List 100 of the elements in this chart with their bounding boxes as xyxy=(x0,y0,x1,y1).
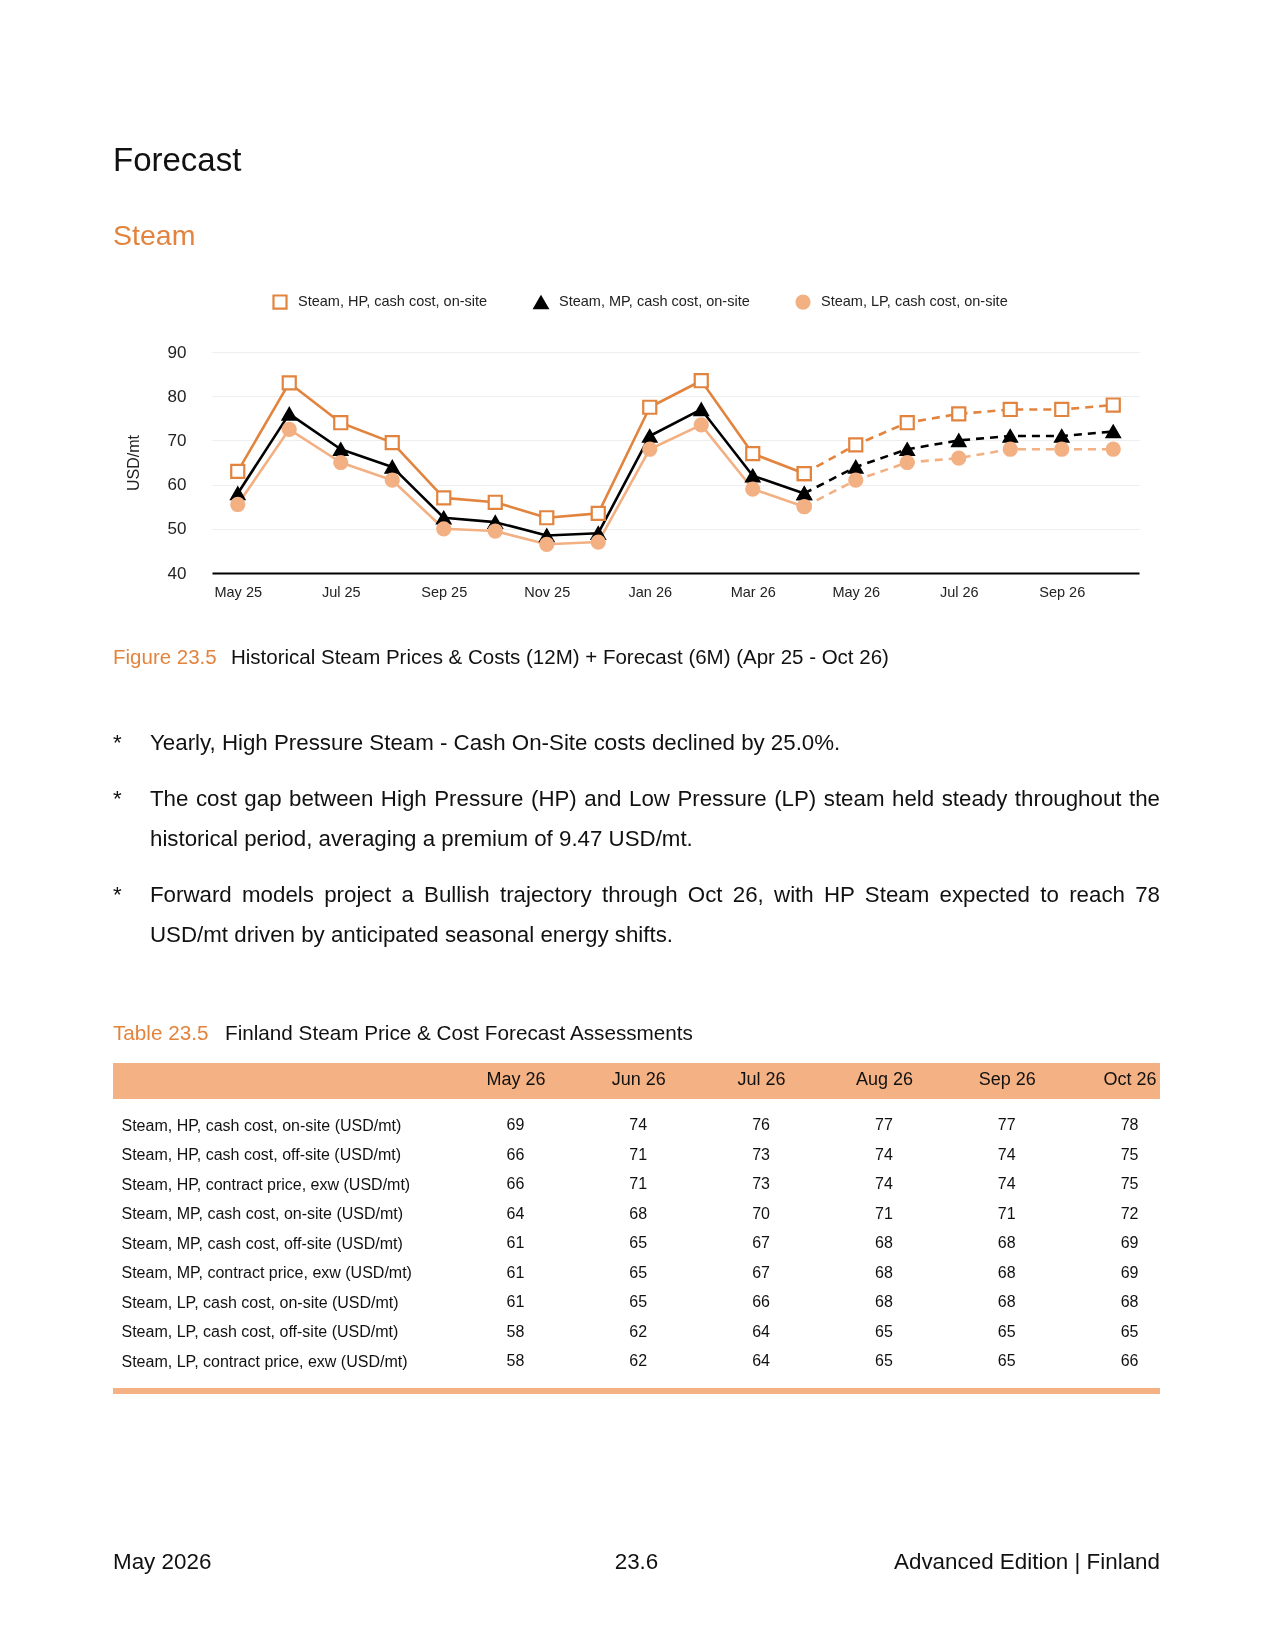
data-label: 65 xyxy=(629,1234,648,1251)
data-label: 61 xyxy=(506,1263,525,1281)
data-label: 62 xyxy=(629,1322,648,1340)
data-label: 61 xyxy=(506,1234,525,1251)
x-tick-label: Jun 26 xyxy=(611,1068,666,1089)
y-tick-label: Steam, HP, cash cost, off-site (USD/mt) xyxy=(121,1146,401,1163)
data-label: 76 xyxy=(752,1116,771,1133)
y-tick-label: Steam, LP, contract price, exw (USD/mt) xyxy=(121,1352,408,1370)
data-label: 75 xyxy=(1120,1175,1139,1192)
data-label: 71 xyxy=(629,1175,648,1192)
data-label: 58 xyxy=(506,1322,525,1340)
data-label: 78 xyxy=(1120,1116,1139,1133)
y-tick-label: 60 xyxy=(167,475,187,495)
data-label: 65 xyxy=(1120,1322,1139,1340)
data-label: 74 xyxy=(875,1175,893,1192)
y-tick-label: Steam, HP, cash cost, on-site (USD/mt) xyxy=(121,1116,402,1134)
text: * xyxy=(113,881,123,909)
data-label: 71 xyxy=(997,1204,1016,1222)
text: Historical Steam Prices & Costs (12M) + Forecast (6M) (Apr 25 - Oct 26) xyxy=(231,644,889,670)
y-axis-title: USD/mt xyxy=(124,434,142,491)
text: * xyxy=(113,785,123,813)
legend-label: Steam, HP, cash cost, on-site xyxy=(298,293,488,310)
y-tick-label: Steam, LP, cash cost, on-site (USD/mt) xyxy=(121,1293,399,1311)
text: Forward models project a Bullish trajectory through Oct 26, with HP Steam expected to reach 78 USD/mt driven by anticipated seasonal energy shifts. xyxy=(150,881,1160,949)
data-label: 61 xyxy=(506,1293,525,1310)
data-label: 73 xyxy=(752,1175,771,1192)
data-label: 68 xyxy=(1120,1293,1139,1310)
x-tick-label: Aug 26 xyxy=(855,1068,913,1089)
y-tick-label: Steam, LP, cash cost, off-site (USD/mt) xyxy=(121,1323,399,1340)
data-label: 65 xyxy=(629,1293,648,1310)
data-label: 66 xyxy=(506,1145,525,1163)
data-label: 65 xyxy=(997,1352,1016,1369)
text: 23.6 xyxy=(614,1548,659,1576)
data-label: 72 xyxy=(1120,1204,1139,1222)
y-tick-label: 70 xyxy=(167,430,187,450)
data-label: 74 xyxy=(997,1145,1016,1163)
data-label: 64 xyxy=(752,1352,771,1369)
data-label: 73 xyxy=(752,1145,771,1163)
x-tick-label: Sep 26 xyxy=(1039,583,1086,600)
x-tick-label: May 26 xyxy=(486,1068,546,1089)
data-label: 74 xyxy=(997,1175,1016,1192)
x-tick-label: May 26 xyxy=(832,583,881,600)
data-label: 66 xyxy=(1120,1352,1139,1369)
data-label: 74 xyxy=(875,1145,893,1163)
x-tick-label: Mar 26 xyxy=(730,583,776,600)
data-label: 75 xyxy=(1120,1145,1139,1163)
y-tick-label: Steam, HP, contract price, exw (USD/mt) xyxy=(121,1175,411,1193)
data-label: 65 xyxy=(629,1263,648,1281)
data-label: 66 xyxy=(506,1175,525,1192)
data-label: 71 xyxy=(629,1145,648,1163)
legend-label: Steam, LP, cash cost, on-site xyxy=(821,293,1008,310)
data-label: 77 xyxy=(875,1116,893,1133)
x-tick-label: Jan 26 xyxy=(628,583,673,600)
x-tick-label: Sep 25 xyxy=(421,583,468,600)
data-label: 68 xyxy=(997,1263,1016,1281)
y-tick-label: Steam, MP, contract price, exw (USD/mt) xyxy=(121,1264,412,1281)
data-label: 69 xyxy=(506,1116,525,1133)
y-tick-label: 80 xyxy=(167,386,187,406)
text: May 2026 xyxy=(113,1548,212,1576)
data-label: 67 xyxy=(752,1263,771,1281)
y-tick-label: Steam, MP, cash cost, off-site (USD/mt) xyxy=(121,1234,403,1252)
data-label: 69 xyxy=(1120,1234,1139,1251)
x-tick-label: Sep 26 xyxy=(978,1068,1036,1089)
data-label: 64 xyxy=(752,1322,771,1340)
data-label: 64 xyxy=(506,1204,525,1222)
chart-subtitle: Steam xyxy=(113,218,196,253)
text: The cost gap between High Pressure (HP) and Low Pressure (LP) steam held steady throughout the historical period, averaging a premium of 9.47 USD/mt. xyxy=(150,785,1160,853)
data-label: 74 xyxy=(629,1116,648,1133)
data-label: 58 xyxy=(506,1352,525,1369)
x-tick-label: Nov 25 xyxy=(524,583,571,600)
data-label: 77 xyxy=(997,1116,1016,1133)
y-tick-label: 40 xyxy=(167,563,187,583)
caption: Table 23.5 xyxy=(113,1020,209,1046)
data-label: 66 xyxy=(752,1293,771,1310)
data-label: 68 xyxy=(997,1293,1016,1310)
legend-label: Steam, MP, cash cost, on-site xyxy=(559,293,750,310)
data-label: 68 xyxy=(997,1234,1016,1251)
data-label: 65 xyxy=(997,1322,1016,1340)
data-label: 67 xyxy=(752,1234,771,1251)
data-label: 62 xyxy=(629,1352,648,1369)
y-tick-label: 90 xyxy=(167,342,187,362)
data-label: 65 xyxy=(875,1352,893,1369)
data-label: 70 xyxy=(752,1204,771,1222)
x-tick-label: Jul 26 xyxy=(737,1068,786,1089)
text: * xyxy=(113,729,123,757)
x-tick-label: Jul 26 xyxy=(939,583,979,600)
data-label: 71 xyxy=(875,1204,893,1222)
data-label: 68 xyxy=(629,1204,648,1222)
x-tick-label: May 25 xyxy=(214,583,263,600)
caption: Figure 23.5 xyxy=(113,644,217,670)
data-label: 68 xyxy=(875,1234,893,1251)
x-tick-label: Oct 26 xyxy=(1103,1068,1157,1089)
y-tick-label: 50 xyxy=(167,519,187,539)
y-tick-label: Steam, MP, cash cost, on-site (USD/mt) xyxy=(121,1205,404,1222)
x-tick-label: Jul 25 xyxy=(321,583,361,600)
chart-title: Forecast xyxy=(113,140,242,180)
chart-title: Finland Steam Price & Cost Forecast Assessments xyxy=(225,1020,693,1046)
text: Advanced Edition | Finland xyxy=(894,1548,1160,1576)
data-label: 68 xyxy=(875,1293,893,1310)
data-label: 65 xyxy=(875,1322,893,1340)
